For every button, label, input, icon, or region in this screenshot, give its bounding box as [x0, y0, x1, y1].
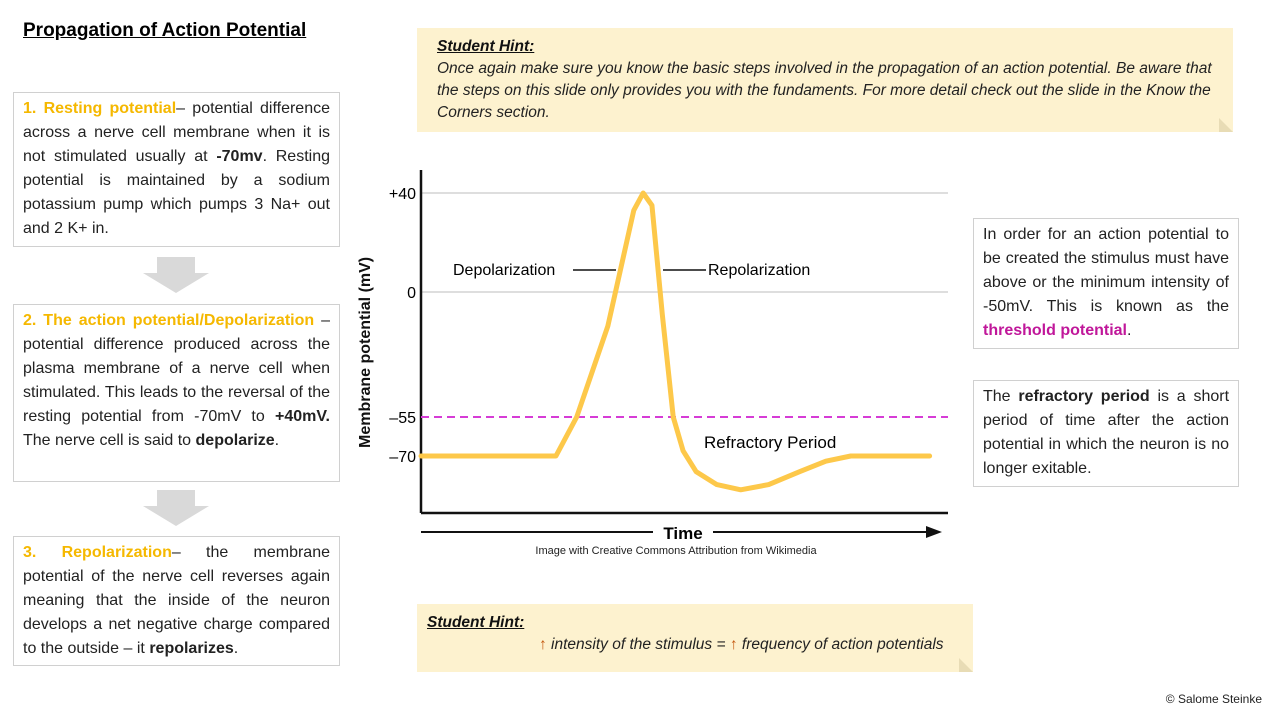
step-heading: 2. The action potential/Depolarization [23, 312, 315, 329]
step-bold: repolarizes [149, 640, 234, 657]
step-bold: depolarize [195, 432, 275, 449]
action-potential-curve [418, 190, 933, 493]
step-text: – potential difference across a nerve ce… [23, 100, 330, 165]
step-bold: -70mv [216, 148, 263, 165]
step-heading: 1. Resting potential [23, 100, 177, 117]
step-repolarization: 3. Repolarization– the membrane potentia… [13, 536, 340, 666]
annotation-refractory-period: Refractory Period [704, 433, 836, 452]
y-tick-label: –70 [389, 449, 416, 466]
step-resting-potential: 1. Resting potential– potential differen… [13, 92, 340, 247]
action-potential-chart: Membrane potential (mV) Time Image with … [357, 170, 948, 557]
step-text: . [233, 640, 239, 657]
hint-text: frequency of action potentials [737, 636, 944, 653]
step-text: The nerve cell is said to [23, 432, 196, 449]
up-arrow-icon: ↑ [539, 636, 547, 653]
y-tick-label: 0 [407, 285, 416, 302]
info-text: . [1127, 322, 1132, 339]
step-text: . Resting potential is maintained by a s… [23, 148, 331, 237]
hint-text: Once again make sure you know the basic … [437, 60, 1212, 121]
threshold-highlight: threshold potential [983, 322, 1127, 339]
info-text: The [983, 388, 1019, 405]
down-arrow-icon [143, 257, 209, 293]
page-fold-icon [1219, 118, 1233, 132]
hint-heading: Student Hint: [427, 614, 525, 631]
step-heading: 3. Repolarization [23, 544, 172, 561]
y-axis-label: Membrane potential (mV) [357, 257, 374, 448]
page-title: Propagation of Action Potential [23, 20, 307, 41]
down-arrow-icon [143, 490, 209, 526]
student-hint-bottom: Student Hint: ↑ intensity of the stimulu… [417, 604, 973, 672]
info-text: is a short period of time after the acti… [983, 388, 1230, 477]
step-depolarization: 2. The action potential/Depolarization –… [13, 304, 340, 482]
x-axis-label: Time [663, 524, 702, 543]
step-text: . [274, 432, 280, 449]
copyright: © Salome Steinke [1165, 692, 1262, 706]
y-tick-label: –55 [389, 410, 416, 427]
image-credit: Image with Creative Commons Attribution … [535, 545, 817, 557]
threshold-info-box: In order for an action potential to be c… [973, 218, 1239, 349]
refractory-info-box: The refractory period is a short period … [973, 380, 1239, 487]
time-arrow-head-icon [926, 526, 942, 538]
y-tick-label: +40 [389, 186, 416, 203]
up-arrow-icon: ↑ [729, 636, 738, 653]
student-hint-top: Student Hint: Once again make sure you k… [417, 28, 1233, 132]
annotation-depolarization: Depolarization [453, 262, 555, 279]
step-text: – potential difference produced across t… [23, 312, 330, 425]
page-fold-icon [959, 658, 973, 672]
annotation-repolarization: Repolarization [708, 262, 810, 279]
info-bold: refractory period [1018, 388, 1150, 405]
step-bold: +40mV. [274, 408, 330, 425]
hint-text: intensity of the stimulus = [546, 636, 730, 653]
hint-heading: Student Hint: [437, 38, 535, 55]
info-text: In order for an action potential to be c… [983, 226, 1229, 315]
step-text: – the membrane potential of the nerve ce… [23, 544, 330, 657]
